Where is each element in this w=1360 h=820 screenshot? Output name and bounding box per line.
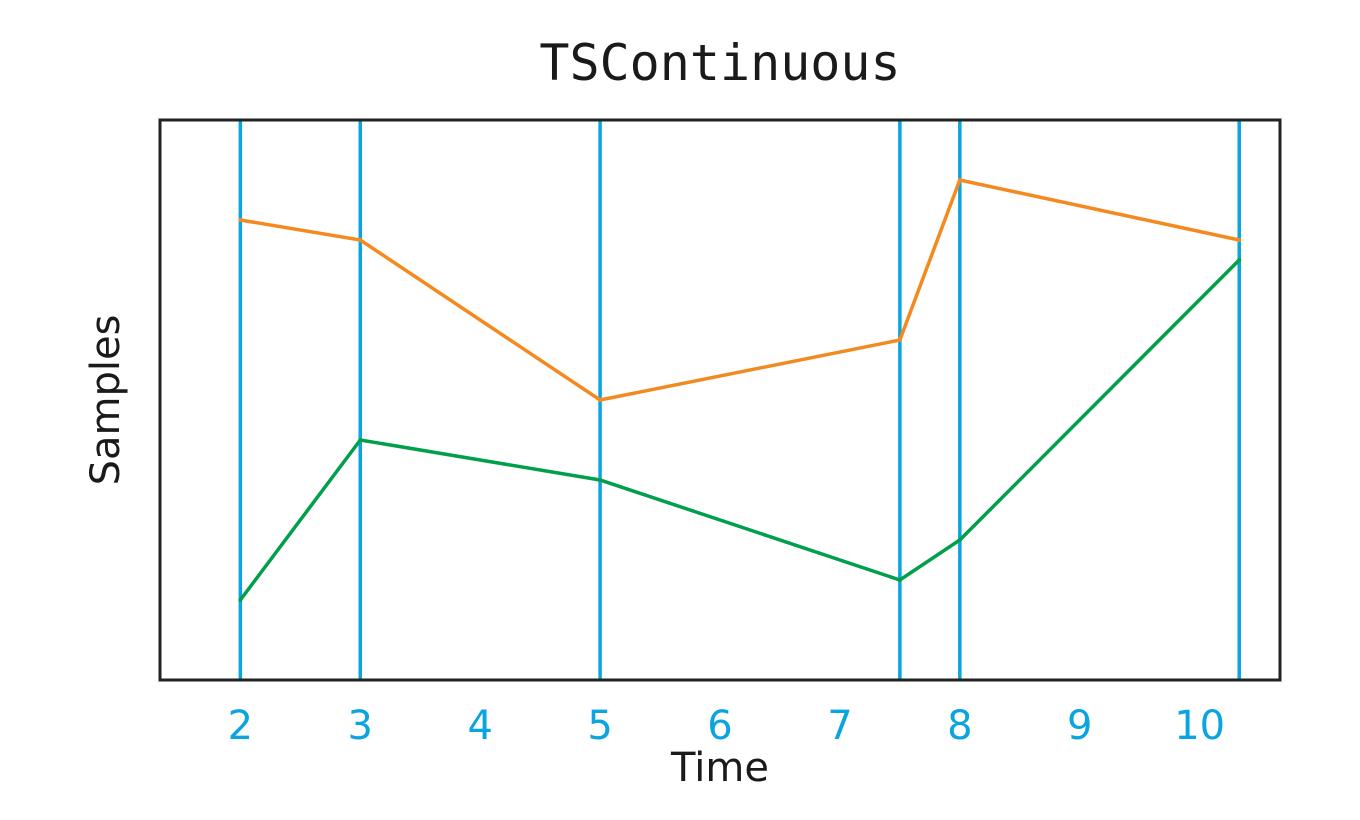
series-2-point-1 (358, 438, 363, 442)
x-tick-label-7: 7 (827, 703, 852, 749)
series-line-2 (238, 258, 1241, 602)
sample-time-lines (238, 120, 1241, 680)
x-tick-label-10: 10 (1174, 703, 1225, 749)
series-1-point-5 (1237, 238, 1242, 242)
series-1-point-4 (957, 178, 962, 182)
x-tick-label-8: 8 (947, 703, 972, 749)
series-2-point-0 (238, 598, 243, 602)
series-2-point-4 (957, 538, 962, 542)
series-2-point-3 (897, 578, 902, 582)
x-tick-label-4: 4 (467, 703, 492, 749)
x-axis-label: Time (670, 745, 769, 791)
series-2-point-5 (1237, 258, 1242, 262)
chart-title: TSContinuous (539, 34, 900, 92)
series-1-point-2 (598, 398, 603, 402)
x-tick-label-5: 5 (587, 703, 612, 749)
x-tick-label-3: 3 (348, 703, 373, 749)
plot-frame (158, 118, 1282, 682)
x-tick-label-6: 6 (707, 703, 732, 749)
y-axis-label: Samples (83, 315, 129, 486)
series-1-point-3 (897, 338, 902, 342)
series-layer (238, 177, 1242, 602)
series-line-1 (240, 177, 1240, 402)
series-1-point-1 (358, 238, 363, 242)
series-2-point-2 (598, 478, 603, 482)
x-tick-label-2: 2 (228, 703, 253, 749)
x-tick-labels: 2 3 4 5 6 7 8 9 10 (228, 703, 1225, 749)
x-tick-label-9: 9 (1067, 703, 1092, 749)
series-1-point-0 (238, 218, 243, 222)
